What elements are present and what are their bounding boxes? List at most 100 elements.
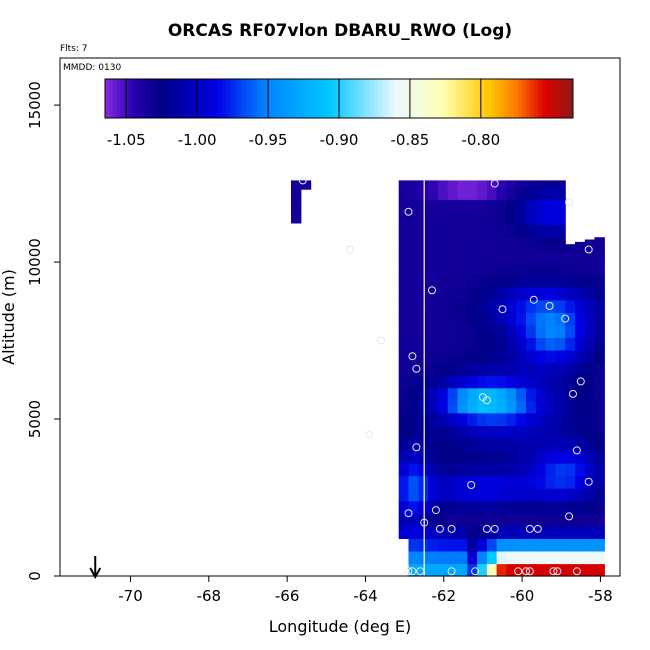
colorbar-swatch	[257, 79, 262, 118]
colorbar-swatch	[315, 79, 320, 118]
heatmap-cell	[575, 450, 586, 464]
heatmap-cell	[584, 324, 596, 338]
heatmap-cell	[467, 563, 478, 577]
heatmap-cell	[545, 387, 556, 401]
heatmap-cell	[545, 488, 556, 502]
colorbar-swatch	[292, 79, 297, 118]
heatmap-cell	[477, 488, 488, 502]
heatmap-cell	[467, 350, 478, 364]
heatmap-cell	[565, 387, 576, 401]
heatmap-cell	[477, 513, 488, 527]
heatmap-cell	[447, 337, 459, 351]
heatmap-cell	[457, 437, 468, 452]
colorbar-swatch	[225, 79, 231, 118]
sample-point	[431, 506, 440, 515]
heatmap-cell	[526, 180, 537, 188]
heatmap-cell	[447, 412, 459, 426]
colorbar-swatch	[276, 79, 281, 118]
x-tick-label: -58	[588, 587, 613, 605]
heatmap-cell	[437, 262, 449, 276]
colorbar-swatch	[401, 79, 406, 118]
heatmap-cell	[398, 437, 410, 452]
heatmap-cell	[584, 362, 596, 376]
heatmap-cell	[467, 224, 478, 238]
heatmap-cell	[457, 236, 468, 251]
colorbar-swatch	[569, 79, 574, 118]
heatmap-cell	[496, 312, 507, 326]
heatmap-cell	[428, 437, 439, 452]
heatmap-cell	[555, 262, 566, 276]
heatmap-cell	[555, 350, 566, 364]
heatmap-cell	[575, 500, 586, 514]
heatmap-cell	[291, 180, 302, 188]
heatmap-cell	[496, 488, 507, 502]
heatmap-cell	[575, 241, 586, 251]
colorbar-swatch	[171, 79, 176, 118]
heatmap-cell	[526, 475, 537, 489]
heatmap-cell	[545, 550, 556, 565]
heatmap-cell	[575, 437, 586, 452]
heatmap-cell	[428, 412, 439, 426]
colorbar-swatch	[444, 79, 449, 118]
colorbar-swatch	[300, 79, 305, 118]
heatmap-cell	[594, 538, 605, 552]
heatmap-cell	[398, 287, 410, 301]
heatmap-cell	[526, 550, 537, 565]
heatmap-cell	[418, 224, 429, 238]
heatmap-cell	[486, 350, 498, 364]
heatmap-cell	[477, 287, 488, 301]
heatmap-cell	[535, 450, 547, 464]
heatmap-cell	[535, 375, 547, 389]
heatmap-cell	[506, 224, 517, 238]
heatmap-cell	[467, 362, 478, 376]
colorbar-swatch	[284, 79, 289, 118]
heatmap-cell	[486, 180, 498, 188]
heatmap-cell	[437, 400, 449, 414]
heatmap-cell	[506, 463, 517, 477]
colorbar-swatch	[514, 79, 519, 118]
heatmap-cell	[437, 211, 449, 225]
colorbar-swatch	[116, 79, 122, 118]
heatmap-cell	[437, 180, 449, 188]
heatmap-cell	[535, 224, 547, 238]
heatmap-cell	[437, 274, 449, 288]
heatmap-cell	[506, 236, 517, 251]
heatmap-cell	[437, 463, 449, 477]
heatmap-cell	[398, 525, 410, 539]
heatmap-cell	[594, 375, 605, 389]
heatmap-cell	[428, 550, 439, 565]
heatmap-cell	[408, 262, 419, 276]
heatmap-cell	[506, 475, 517, 489]
heatmap-cell	[565, 337, 576, 351]
heatmap-cell	[467, 287, 478, 301]
heatmap-cell	[506, 211, 517, 225]
heatmap-cell	[398, 236, 410, 251]
heatmap-cell	[565, 463, 576, 477]
heatmap-cell	[555, 488, 566, 502]
heatmap-cell	[516, 274, 527, 288]
heatmap-cell	[555, 299, 566, 313]
colorbar-swatch	[381, 79, 387, 118]
heatmap-cell	[555, 274, 566, 288]
heatmap-cell	[575, 324, 586, 338]
heatmap-cell	[418, 362, 429, 376]
heatmap-cell	[584, 500, 596, 514]
heatmap-cell	[408, 450, 419, 464]
heatmap-cell	[437, 249, 449, 263]
colorbar-swatch	[432, 79, 437, 118]
heatmap-cell	[545, 437, 556, 452]
heatmap-cell	[555, 236, 566, 251]
heatmap-cell	[457, 211, 468, 225]
heatmap-cell	[437, 550, 449, 565]
heatmap-cell	[555, 475, 566, 489]
heatmap-cell	[565, 362, 576, 376]
heatmap-cell	[496, 563, 507, 577]
heatmap-cell	[565, 400, 576, 414]
heatmap-cell	[506, 262, 517, 276]
colorbar-swatch	[151, 79, 157, 118]
heatmap-cell	[594, 550, 605, 565]
heatmap-cell	[594, 425, 605, 439]
heatmap-cell	[486, 463, 498, 477]
heatmap-cell	[457, 513, 468, 527]
heatmap-cell	[486, 375, 498, 389]
